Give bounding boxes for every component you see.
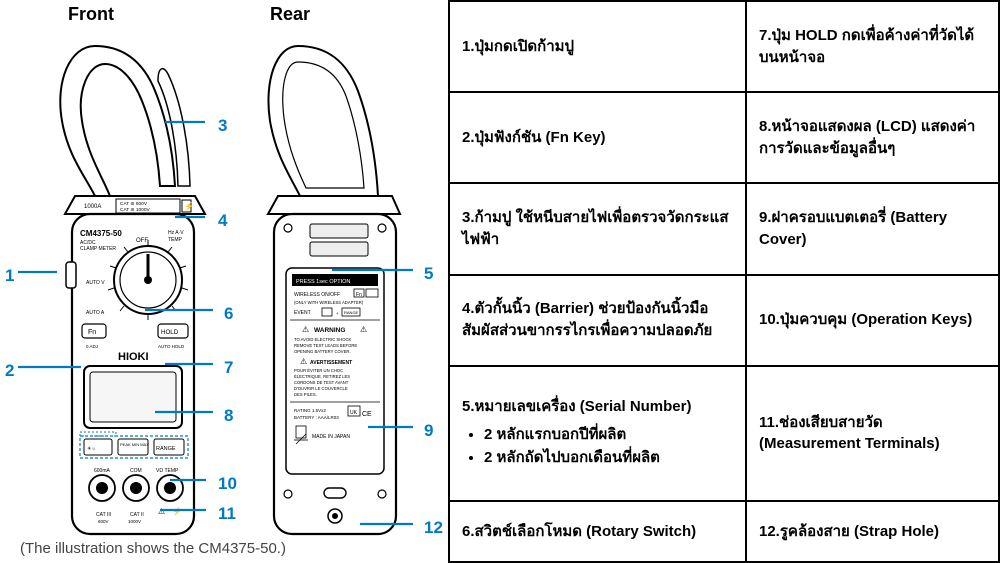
callout-number: 6 — [224, 304, 233, 324]
list-item: 2 หลักถัดไปบอกเดือนที่ผลิต — [484, 447, 733, 469]
table-cell-right: 12.รูคล้องสาย (Strap Hole) — [746, 501, 999, 562]
table-cell-right: 8.หน้าจอแสดงผล (LCD) แสดงค่าการวัดและข้อ… — [746, 92, 999, 183]
table-cell-left: 4.ตัวกั้นนิ้ว (Barrier) ช่วยป้องกันนิ้วม… — [449, 275, 746, 366]
callout-number: 1 — [5, 266, 14, 286]
table-cell-left: 5.หมายเลขเครื่อง (Serial Number)2 หลักแร… — [449, 366, 746, 501]
callout-overlay — [0, 36, 448, 546]
callout-number: 8 — [224, 406, 233, 426]
callout-number: 10 — [218, 474, 237, 494]
callout-number: 4 — [218, 211, 227, 231]
table-row: 2.ปุ่มฟังก์ชัน (Fn Key)8.หน้าจอแสดงผล (L… — [449, 92, 999, 183]
front-label: Front — [68, 4, 114, 25]
diagram-panel: Front Rear 1000A CAT III 600V CAT III 10… — [0, 0, 448, 563]
callout-number: 7 — [224, 358, 233, 378]
table-cell-left: 1.ปุ่มกดเปิดก้ามปู — [449, 1, 746, 92]
table-cell-left: 3.ก้ามปู ใช้หนีบสายไฟเพื่อตรวจวัดกระแสไฟ… — [449, 183, 746, 274]
callout-number: 9 — [424, 421, 433, 441]
device-area: 1000A CAT III 600V CAT III 1000V ⚡ CM437… — [0, 36, 448, 526]
table-cell-right: 7.ปุ่ม HOLD กดเพื่อค้างค่าที่วัดได้บนหน้… — [746, 1, 999, 92]
table-row: 6.สวิตช์เลือกโหมด (Rotary Switch)12.รูคล… — [449, 501, 999, 562]
callout-number: 5 — [424, 264, 433, 284]
table-cell-right: 9.ฝาครอบแบตเตอรี่ (Battery Cover) — [746, 183, 999, 274]
callout-number: 12 — [424, 518, 443, 538]
table-cell-right: 10.ปุ่มควบคุม (Operation Keys) — [746, 275, 999, 366]
rear-label: Rear — [270, 4, 310, 25]
description-table: 1.ปุ่มกดเปิดก้ามปู7.ปุ่ม HOLD กดเพื่อค้า… — [448, 0, 1000, 563]
table-cell-left: 6.สวิตช์เลือกโหมด (Rotary Switch) — [449, 501, 746, 562]
callout-number: 2 — [5, 361, 14, 381]
list-item: 2 หลักแรกบอกปีที่ผลิต — [484, 424, 733, 446]
table-row: 4.ตัวกั้นนิ้ว (Barrier) ช่วยป้องกันนิ้วม… — [449, 275, 999, 366]
table-cell-left: 2.ปุ่มฟังก์ชัน (Fn Key) — [449, 92, 746, 183]
table-row: 3.ก้ามปู ใช้หนีบสายไฟเพื่อตรวจวัดกระแสไฟ… — [449, 183, 999, 274]
diagram-caption: (The illustration shows the CM4375-50.) — [20, 540, 286, 557]
table-row: 5.หมายเลขเครื่อง (Serial Number)2 หลักแร… — [449, 366, 999, 501]
table-cell-right: 11.ช่องเสียบสายวัด (Measurement Terminal… — [746, 366, 999, 501]
callout-number: 3 — [218, 116, 227, 136]
callout-number: 11 — [218, 504, 236, 524]
table-row: 1.ปุ่มกดเปิดก้ามปู7.ปุ่ม HOLD กดเพื่อค้า… — [449, 1, 999, 92]
